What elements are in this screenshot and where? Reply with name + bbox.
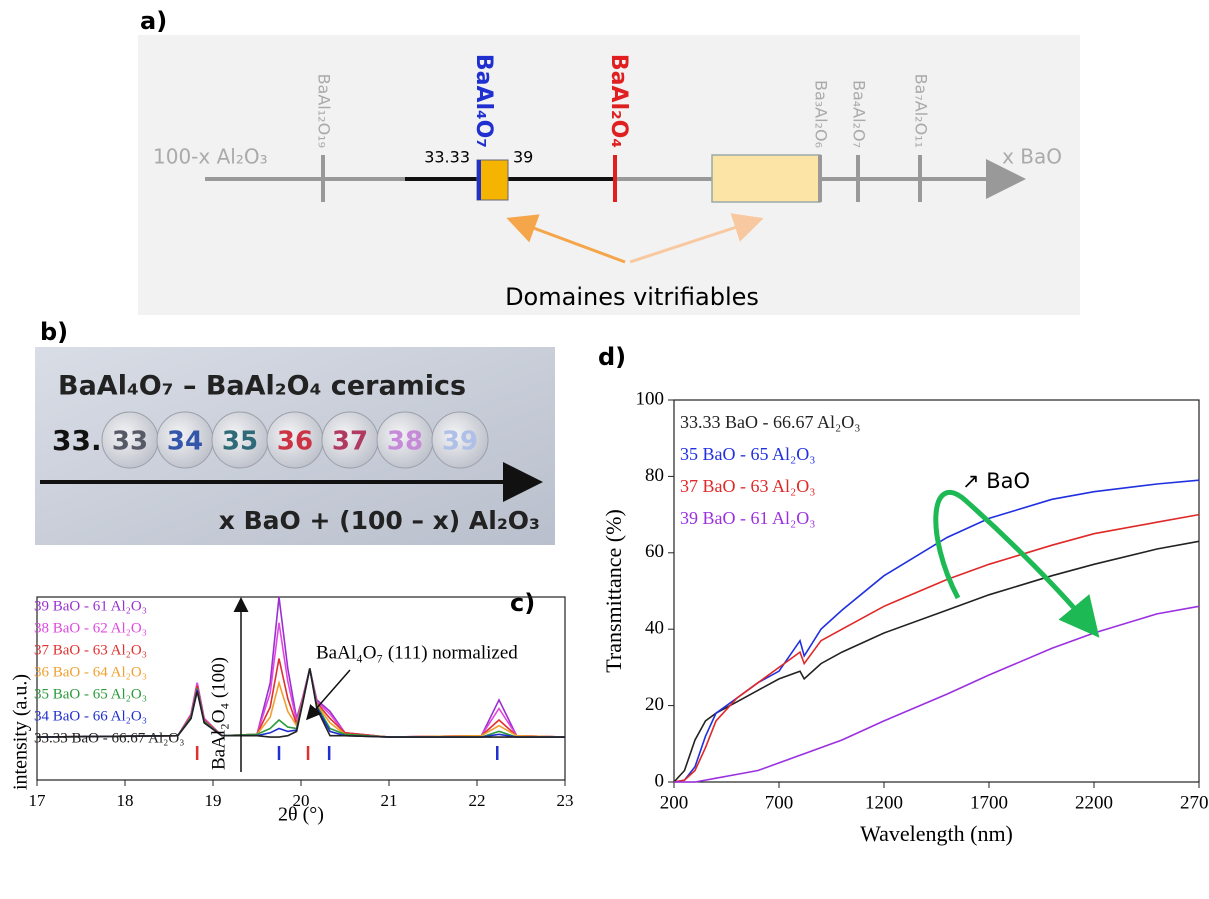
panel-label: b) [40,318,68,346]
legend-entry: 37 BaO - 63 Al₂O₃ [680,476,816,496]
arrow [506,214,626,264]
photo-title: BaAl₄O₇ – BaAl₂O₄ ceramics [58,371,466,402]
sample-label: 35 [222,427,258,457]
y-tick-label: 40 [645,618,664,639]
legend-entry: 34 BaO - 66 Al₂O₃ [34,708,147,724]
annotation: BaAl₂O₄ (100) [208,657,229,770]
phase-label: BaAl₁₂O₁₉ [315,74,334,148]
legend-entry: 35 BaO - 65 Al₂O₃ [680,444,816,464]
x-tick-label: 2200 [1075,792,1113,813]
plot-frame [673,399,1200,783]
sample-label: 34 [167,427,203,457]
annotation-arrow [933,490,1100,638]
legend-entry: 38 BaO - 62 Al₂O₃ [34,620,147,636]
sample-label: 38 [387,427,423,457]
sample-label: 39 [442,427,478,457]
bound-label: 39 [513,148,533,167]
series-line [674,605,1200,783]
legend-entry: 37 BaO - 63 Al₂O₃ [34,642,147,658]
diagram-background [138,35,1080,315]
legend-entry: 33.33 BaO - 66.67 Al₂O₃ [34,730,184,746]
series-line [673,513,1200,783]
y-tick-label: 20 [645,694,664,715]
bound-label: 33.33 [424,148,470,167]
photo-axis-label: x BaO + (100 – x) Al₂O₃ [219,506,540,535]
series-line [673,540,1200,783]
axis-end-label: 100-x Al₂O₃ [153,145,268,169]
x-tick-label: 200 [660,792,689,813]
y-tick-label: 100 [636,388,665,409]
sample-label: 37 [332,427,368,457]
x-tick-label: 17 [29,791,47,810]
phase-label: Ba₃Al₂O₆ [812,80,831,148]
x-tick-label: 23 [557,791,574,810]
y-tick-label: 0 [655,770,665,791]
series-line [673,479,1200,783]
sample-disk [431,411,489,469]
glass-domain [711,154,821,203]
x-tick-label: 22 [469,791,486,810]
photo-prefix: 33. [52,424,102,457]
series-line [36,668,565,738]
phase-label: BaAl₂O₄ [606,54,631,148]
x-tick-label: 20 [293,791,310,810]
legend-entry: 39 BaO - 61 Al₂O₃ [680,508,816,528]
phase-label: BaAl₄O₇ [471,54,496,148]
panel-label: a) [140,7,167,35]
x-tick-label: 1700 [970,792,1008,813]
annotation: ↗ BaO [962,469,1030,493]
charts: 17 18 19 20 21 22 23 2θ (°) intensity (a.u.) 39 B… [10,388,1209,846]
legend-entry: 39 BaO - 61 Al₂O₃ [34,598,147,614]
panel-label: d) [598,343,626,371]
x-tick-label: 19 [205,791,222,810]
x-axis-label: Wavelength (nm) [860,821,1013,846]
legend-entry: 33.33 BaO - 66.67 Al₂O₃ [680,412,861,432]
x-tick-label: 21 [381,791,398,810]
y-tick-label: 60 [645,541,664,562]
sample-label: 36 [277,427,313,457]
axis-end-label: x BaO [1002,145,1062,169]
x-tick-label: 1200 [865,792,903,813]
sample-label: 33 [112,427,148,457]
panel-label: c) [510,589,535,617]
samples: 33 34 35 36 37 38 39 [101,411,489,469]
annotation: BaAl₄O₇ (111) normalized [316,642,518,663]
glass-domain [476,159,509,201]
x-tick-label: 700 [765,792,794,813]
phase-label: Ba₇Al₂O₁₁ [912,74,931,148]
y-axis-label: Transmittance (%) [601,509,626,673]
legend-entry: 36 BaO - 64 Al₂O₃ [34,664,147,680]
annotation-arrow [306,669,351,721]
x-tick-label: 18 [117,791,134,810]
phase-label: Ba₄Al₂O₇ [850,80,869,148]
legend-entry: 35 BaO - 65 Al₂O₃ [34,686,147,702]
arrow [629,213,764,264]
y-tick-label: 80 [645,465,664,486]
y-axis-label: intensity (a.u.) [10,674,32,790]
caption: Domaines vitrifiables [505,283,759,311]
x-axis-label: 2θ (°) [278,804,324,826]
